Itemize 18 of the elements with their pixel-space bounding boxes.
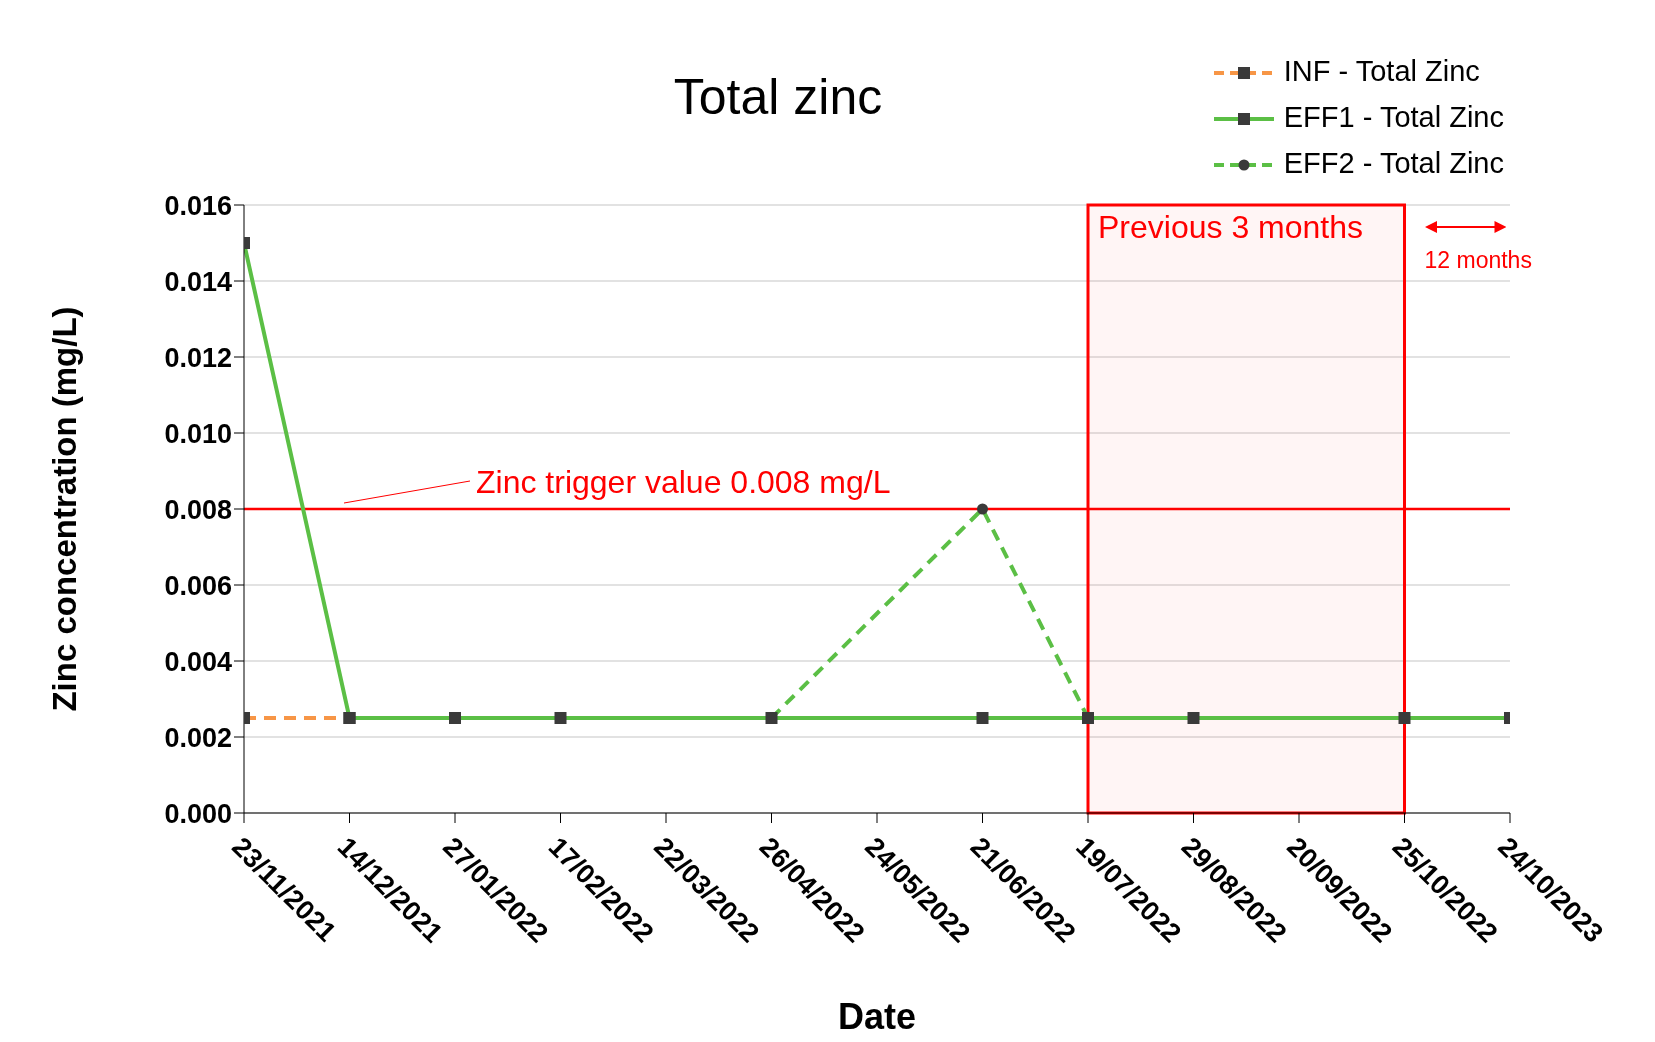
y-tick-label: 0.008: [164, 494, 232, 525]
x-axis-title: Date: [837, 995, 917, 1037]
legend-label: Zinc trigger value 0.008 mg/L: [476, 464, 891, 500]
y-tick-label: 0.014: [164, 266, 232, 297]
y-tick-label: 0.012: [164, 342, 232, 373]
y-tick-label: 0.000: [164, 798, 232, 829]
y-tick-label: 0.010: [164, 418, 232, 449]
y-tick-label: 0.004: [164, 646, 232, 677]
annotation: 12 months: [1424, 247, 1532, 274]
legend-label: EFF1 - Total Zinc: [1282, 100, 1504, 135]
y-axis-title: Zinc concentration (mg/L): [45, 306, 83, 712]
y-tick-label: 0.006: [164, 570, 232, 601]
legend-label: EFF2 - Total Zinc: [1282, 146, 1504, 181]
legend-label: INF - Total Zinc: [1282, 54, 1481, 89]
band-label: Previous 3 months: [1098, 208, 1364, 245]
chart-title: Total zinc: [673, 69, 883, 125]
y-tick-label: 0.002: [164, 722, 232, 753]
y-tick-label: 0.016: [164, 190, 232, 221]
